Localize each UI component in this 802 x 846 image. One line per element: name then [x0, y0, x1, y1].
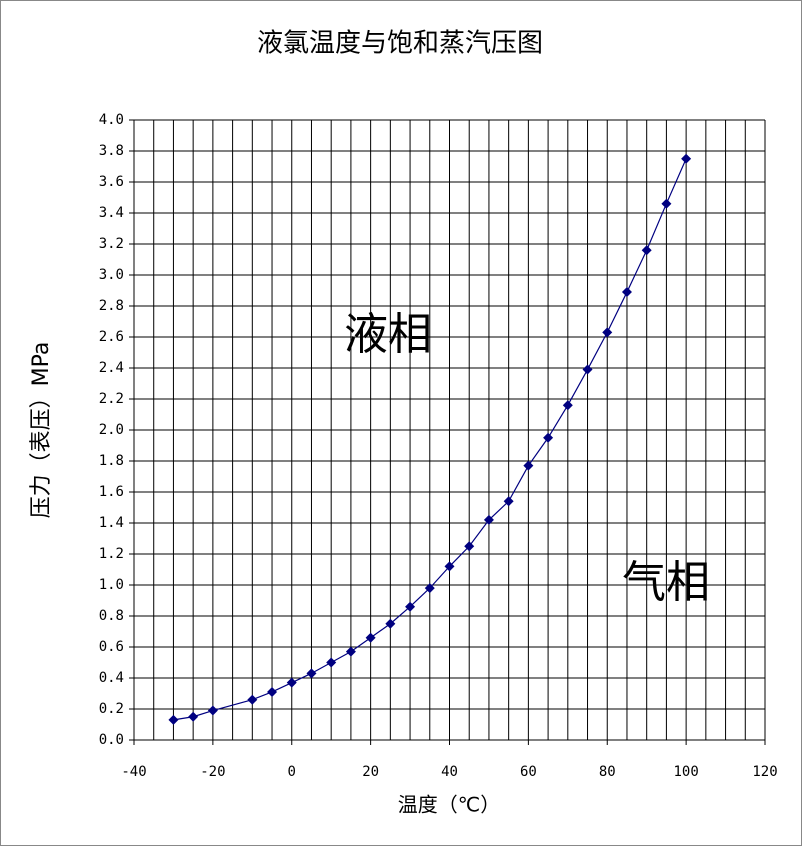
y-tick-label: 0.6 [99, 639, 124, 655]
data-point [286, 677, 297, 688]
data-point [326, 657, 337, 668]
y-tick-label: 1.4 [99, 515, 124, 531]
y-tick-label: 4.0 [99, 112, 124, 128]
data-point [562, 400, 573, 411]
y-tick-label: 1.6 [99, 484, 124, 500]
y-axis-label: 压力（表压）MPa [29, 342, 54, 519]
x-tick-label: 100 [673, 764, 698, 780]
data-point [365, 632, 376, 643]
data-point [306, 668, 317, 679]
data-point [385, 618, 396, 629]
data-point [464, 541, 475, 552]
x-tick-label: 20 [362, 764, 379, 780]
x-tick-label: 120 [752, 764, 777, 780]
data-point [641, 245, 652, 256]
data-point [405, 601, 416, 612]
x-tick-label: -40 [121, 764, 146, 780]
data-point [424, 583, 435, 594]
x-tick-label: 0 [288, 764, 296, 780]
data-point [267, 686, 278, 697]
data-point [503, 496, 514, 507]
y-tick-label: 3.6 [99, 174, 124, 190]
y-tick-label: 2.2 [99, 391, 124, 407]
x-tick-label: -20 [200, 764, 225, 780]
x-tick-label: 80 [599, 764, 616, 780]
y-tick-label: 1.8 [99, 453, 124, 469]
x-axis-label: 温度（℃） [398, 793, 500, 817]
y-tick-label: 2.0 [99, 422, 124, 438]
y-tick-label: 3.4 [99, 205, 124, 221]
data-point [188, 711, 199, 722]
data-point [345, 646, 356, 657]
x-tick-label: 40 [441, 764, 458, 780]
annotation: 液相 [344, 309, 432, 360]
y-tick-label: 0.4 [99, 670, 124, 686]
data-point [523, 460, 534, 471]
data-point [444, 561, 455, 572]
data-point [247, 694, 258, 705]
y-tick-label: 3.2 [99, 236, 124, 252]
data-point [543, 432, 554, 443]
data-point [661, 198, 672, 209]
x-tick-label: 60 [520, 764, 537, 780]
y-tick-label: 0.2 [99, 701, 124, 717]
y-tick-label: 0.8 [99, 608, 124, 624]
chart-title: 液氯温度与饱和蒸汽压图 [257, 29, 543, 59]
y-tick-label: 1.0 [99, 577, 124, 593]
data-point [621, 287, 632, 298]
y-tick-label: 0.0 [99, 732, 124, 748]
data-point [168, 714, 179, 725]
data-point [602, 327, 613, 338]
y-tick-label: 2.4 [99, 360, 124, 376]
y-tick-label: 3.8 [99, 143, 124, 159]
y-tick-label: 3.0 [99, 267, 124, 283]
y-tick-label: 2.8 [99, 298, 124, 314]
data-point [582, 364, 593, 375]
y-tick-label: 1.2 [99, 546, 124, 562]
data-point [483, 514, 494, 525]
data-point [207, 705, 218, 716]
y-tick-label: 2.6 [99, 329, 124, 345]
data-point [681, 153, 692, 164]
